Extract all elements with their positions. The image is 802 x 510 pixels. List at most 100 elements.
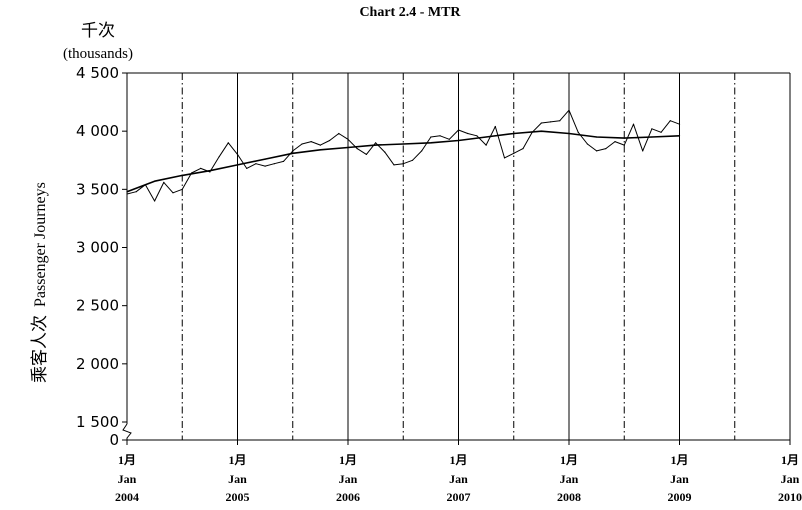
monthly-data-point [227, 142, 229, 144]
x-tick-month: 1月 [118, 453, 136, 467]
monthly-data-point [448, 138, 450, 140]
y-unit-chinese: 千次 [81, 21, 115, 41]
monthly-data-point [347, 138, 349, 140]
x-axis-ticks: 1月 Jan 2004 1月 Jan 2005 1月 Jan 2006 1月 Jan 2007 1月 Ja… [115, 440, 802, 504]
x-tick-year: 2007 [447, 490, 471, 504]
monthly-data-point [255, 163, 257, 165]
monthly-data-point [503, 157, 506, 159]
trend-data-point [596, 136, 598, 138]
monthly-data-point [678, 123, 681, 125]
monthly-data-point [181, 188, 183, 190]
monthly-data-point [623, 144, 625, 146]
x-tick-mon: Jan [339, 472, 358, 486]
trend-data-point [375, 144, 377, 146]
trend-data-point [236, 164, 239, 166]
y-tick-label: 2 500 [76, 297, 119, 315]
plot-frame [122, 72, 790, 441]
trend-data-point [623, 137, 625, 139]
monthly-data-point [246, 167, 248, 169]
monthly-data-point [356, 148, 358, 150]
x-tick-mon: Jan [781, 472, 800, 486]
chart-title: Chart 2.4 - MTR [359, 5, 461, 20]
x-tick-month: 1月 [560, 453, 578, 467]
trend-data-point [209, 170, 211, 172]
x-tick-month: 1月 [228, 453, 246, 467]
x-tick-year: 2010 [778, 490, 802, 504]
monthly-data-point [411, 159, 414, 161]
monthly-data-point [393, 164, 395, 166]
gridlines [181, 73, 791, 440]
y-axis-title-chinese: 乘客人次 [30, 315, 50, 383]
x-tick-month: 1月 [339, 453, 357, 467]
trend-data-point [292, 152, 294, 154]
monthly-data-point [421, 150, 423, 152]
y-tick-label: 2 000 [76, 355, 119, 373]
y-tick-label: 3 000 [76, 239, 119, 257]
monthly-data-point [494, 125, 496, 128]
monthly-data-point [467, 132, 469, 135]
trend-data-point [181, 174, 183, 176]
trend-data-point [264, 158, 266, 160]
monthly-data-point [338, 132, 340, 135]
x-tick-year: 2005 [226, 490, 250, 504]
x-tick-year: 2009 [668, 490, 692, 504]
monthly-data-point [476, 135, 478, 137]
x-tick-year: 2008 [557, 490, 581, 504]
monthly-data-point [586, 143, 589, 145]
monthly-data-point [550, 121, 552, 123]
trend-data-point [540, 130, 543, 132]
trend-data-point [430, 142, 432, 144]
trend-data-point [485, 136, 487, 138]
y-tick-label: 0 [109, 431, 119, 449]
monthly-data-point [264, 165, 266, 167]
monthly-data-point [642, 150, 644, 152]
monthly-data-point [660, 131, 662, 133]
x-tick-month: 1月 [781, 453, 799, 467]
monthly-data-point [329, 139, 331, 142]
monthly-data-point [430, 136, 432, 138]
monthly-data-point [209, 171, 211, 173]
x-tick-mon: Jan [670, 472, 689, 486]
monthly-data-point [310, 141, 312, 143]
monthly-data-point [135, 191, 137, 193]
trend-data-point [402, 143, 404, 145]
monthly-data-point [172, 192, 174, 194]
trend-data-point [513, 132, 515, 135]
y-unit-english: (thousands) [63, 46, 133, 62]
monthly-data-point [522, 148, 524, 150]
x-tick-month: 1月 [670, 453, 688, 467]
monthly-data-point [402, 163, 404, 165]
monthly-data-point [457, 129, 460, 131]
monthly-data-point [218, 156, 220, 158]
monthly-data-point [559, 120, 561, 122]
monthly-data-point [282, 160, 285, 162]
monthly-data-point [384, 151, 386, 153]
y-tick-label: 4 000 [76, 122, 119, 140]
monthly-data-point [154, 200, 156, 202]
monthly-data-point [577, 131, 579, 133]
monthly-data-point [273, 163, 275, 165]
monthly-data-point [568, 109, 570, 111]
x-tick-mon: Jan [118, 472, 137, 486]
trend-data-point [319, 149, 321, 151]
monthly-data-point [651, 128, 653, 130]
monthly-data-point [485, 144, 487, 146]
x-tick-year: 2004 [115, 490, 139, 504]
trend-data-point [154, 180, 156, 182]
x-tick-mon: Jan [228, 472, 247, 486]
monthly-data-point [319, 144, 321, 146]
x-tick-mon: Jan [449, 472, 468, 486]
monthly-data-point [375, 142, 377, 144]
trend-data-point [651, 136, 653, 138]
monthly-data-point [236, 153, 239, 155]
monthly-data-point [669, 120, 671, 122]
monthly-data-point [540, 122, 543, 124]
monthly-data-point [596, 150, 598, 152]
monthly-data-point [163, 181, 165, 183]
trend-data-point [457, 139, 460, 142]
y-tick-label: 1 500 [76, 413, 119, 431]
y-axis-title-english: Passenger Journeys [32, 182, 49, 307]
monthly-data-point [632, 123, 635, 125]
trend-data-point [568, 132, 570, 135]
